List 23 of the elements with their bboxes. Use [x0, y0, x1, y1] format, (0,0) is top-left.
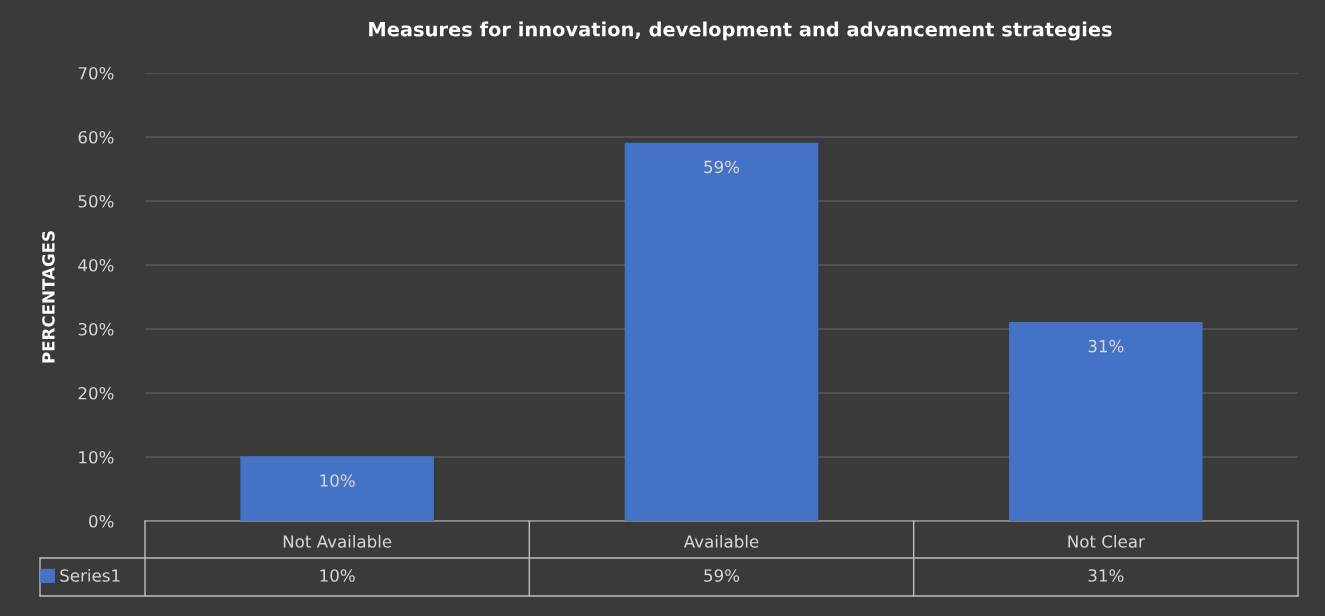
y-tick-label: 30% [78, 322, 114, 336]
y-tick-label: 60% [78, 130, 114, 144]
text: 10% [320, 474, 355, 487]
text: 59% [704, 160, 740, 174]
bar [1009, 321, 1203, 521]
bar [624, 142, 819, 521]
x-tick-label: Available [683, 534, 759, 548]
y-tick-label: 50% [78, 194, 114, 208]
data-label: 31% [1088, 569, 1124, 582]
legend-label: Series1 [60, 568, 120, 582]
data-label: 10% [320, 569, 355, 582]
data-label: 59% [704, 569, 740, 582]
bar [240, 456, 434, 521]
x-tick-label: Not Clear [1068, 534, 1145, 548]
y-tick-label: 70% [78, 66, 114, 80]
y-tick-label: 0% [89, 514, 114, 528]
x-tick-label: Not Available [283, 534, 392, 548]
text: 31% [1088, 339, 1124, 353]
y-tick-label: 40% [78, 258, 114, 272]
y-axis-title: PERCENTAGES [42, 231, 55, 363]
y-tick-label: 20% [78, 386, 114, 400]
y-tick-label: 10% [79, 450, 114, 464]
chart-title: Measures for innovation, development and advancement strategies [369, 21, 1112, 41]
